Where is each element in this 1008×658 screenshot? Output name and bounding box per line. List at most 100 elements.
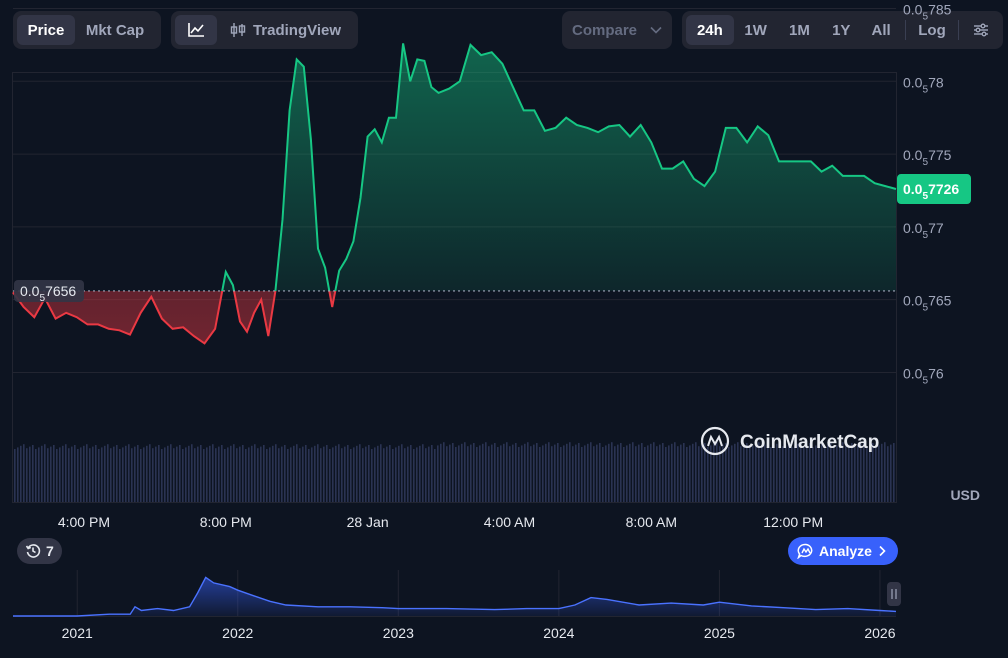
- volume-bar: [410, 445, 412, 502]
- volume-bar: [524, 443, 526, 502]
- volume-bar: [365, 446, 367, 502]
- volume-bar: [107, 444, 109, 502]
- volume-bar: [278, 448, 280, 502]
- overview-chart[interactable]: 2021 2022 2023 2024 2025 2026: [13, 570, 901, 641]
- volume-bar: [404, 448, 406, 502]
- overview-tick-label: 2022: [222, 625, 253, 641]
- volume-bar: [461, 443, 463, 502]
- volume-bar: [431, 445, 433, 502]
- volume-bar: [476, 447, 478, 502]
- volume-bar: [791, 447, 793, 502]
- log-scale-button[interactable]: Log: [918, 21, 946, 39]
- volume-bar: [758, 442, 760, 502]
- volume-bar: [575, 444, 577, 502]
- volume-bar: [866, 446, 868, 502]
- volume-bar: [695, 442, 697, 502]
- volume-bar: [737, 442, 739, 502]
- chart-settings-button[interactable]: [963, 15, 999, 45]
- overview-tick-label: 2021: [62, 625, 93, 641]
- volume-bar: [218, 446, 220, 502]
- volume-bar: [491, 444, 493, 502]
- volume-bar: [560, 447, 562, 502]
- y-axis: 0.05785 0.0578 0.05775 0.0577 0.05765 0.0576: [903, 1, 952, 386]
- x-tick-label: 4:00 AM: [484, 514, 535, 530]
- volume-bar: [224, 449, 226, 502]
- volume-bar: [41, 445, 43, 502]
- range-1y-button[interactable]: 1Y: [832, 21, 851, 39]
- line-chart-button[interactable]: [175, 15, 217, 45]
- volume-bar: [395, 447, 397, 502]
- x-tick-label: 8:00 PM: [200, 514, 252, 530]
- volume-bar: [632, 442, 634, 502]
- volume-bar: [656, 446, 658, 502]
- volume-bar: [752, 445, 754, 502]
- volume-bar: [83, 445, 85, 502]
- volume-bar: [305, 445, 307, 502]
- volume-bar: [653, 442, 655, 502]
- volume-bar: [740, 446, 742, 502]
- compare-dropdown[interactable]: Compare: [562, 11, 672, 49]
- volume-bar: [380, 444, 382, 502]
- volume-bar: [596, 444, 598, 502]
- volume-bar: [293, 445, 295, 502]
- volume-bar: [314, 445, 316, 502]
- volume-bar: [749, 447, 751, 502]
- range-24h-button[interactable]: 24h: [686, 15, 734, 45]
- volume-bar: [176, 446, 178, 502]
- volume-bar: [173, 448, 175, 502]
- volume-bar: [122, 447, 124, 502]
- volume-bar: [833, 447, 835, 502]
- tradingview-button[interactable]: TradingView: [217, 15, 353, 45]
- volume-bar: [641, 443, 643, 502]
- volume-bar: [638, 444, 640, 502]
- range-1w-button[interactable]: 1W: [744, 21, 767, 39]
- volume-bar: [227, 447, 229, 502]
- volume-bar: [494, 443, 496, 502]
- volume-bar: [368, 445, 370, 502]
- volume-bar: [356, 445, 358, 502]
- volume-bar: [794, 445, 796, 502]
- volume-bar: [776, 443, 778, 502]
- overview-handle[interactable]: [887, 582, 901, 606]
- volume-bar: [215, 448, 217, 502]
- volume-bar: [800, 442, 802, 502]
- volume-bar: [419, 445, 421, 502]
- volume-bar: [38, 447, 40, 502]
- volume-bar: [179, 445, 181, 502]
- y-tick-label: 0.0576: [903, 365, 944, 386]
- analyze-button[interactable]: Analyze: [788, 537, 898, 565]
- volume-bar: [146, 445, 148, 502]
- volume-bar: [890, 444, 892, 502]
- price-tab[interactable]: Price: [17, 15, 75, 45]
- volume-bar: [413, 449, 415, 502]
- price-area: [12, 43, 897, 345]
- volume-bar: [44, 444, 46, 502]
- range-1m-button[interactable]: 1M: [789, 21, 810, 39]
- price-area-down: [13, 290, 336, 344]
- volume-bar: [275, 444, 277, 502]
- volume-bar: [434, 449, 436, 502]
- volume-bar: [701, 444, 703, 502]
- events-badge[interactable]: 7: [17, 538, 62, 564]
- volume-bar: [665, 447, 667, 502]
- volume-bar: [782, 446, 784, 502]
- volume-bar: [425, 448, 427, 502]
- volume-bar: [716, 442, 718, 502]
- range-all-button[interactable]: All: [871, 21, 891, 39]
- volume-bar: [134, 446, 136, 502]
- volume-bar: [614, 446, 616, 502]
- divider: [958, 20, 959, 40]
- volume-bar: [326, 445, 328, 502]
- volume-bar: [458, 445, 460, 502]
- mktcap-tab[interactable]: Mkt Cap: [85, 21, 145, 39]
- volume-bar: [797, 443, 799, 502]
- volume-bar: [707, 447, 709, 502]
- currency-label: USD: [950, 487, 980, 503]
- volume-bar: [245, 449, 247, 502]
- plot-frame: [12, 72, 897, 503]
- baseline-label-bg: [14, 279, 84, 302]
- overview-tick-label: 2023: [383, 625, 414, 641]
- volume-bar: [521, 445, 523, 502]
- volume-bar: [398, 445, 400, 502]
